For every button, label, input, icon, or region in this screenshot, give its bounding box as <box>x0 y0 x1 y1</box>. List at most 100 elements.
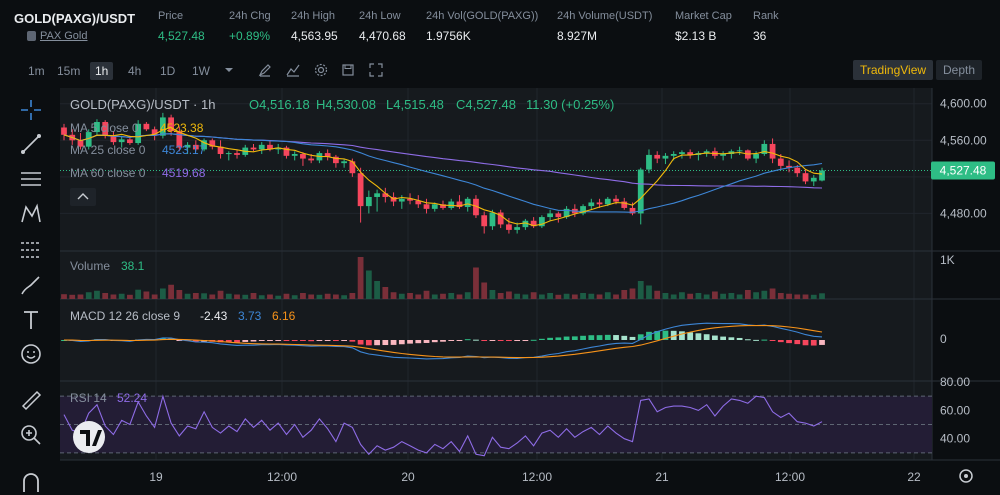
macd-histogram-bar <box>744 339 751 341</box>
rsi-label: RSI 14 <box>70 391 107 405</box>
rsi-line <box>63 394 823 457</box>
macd-histogram-bar <box>555 337 562 340</box>
horizontal-lines-icon[interactable] <box>19 167 43 191</box>
fibonacci-icon[interactable] <box>19 238 43 262</box>
volume-bar <box>390 292 397 299</box>
legend-open: O4,516.18 <box>249 97 310 112</box>
save-layout-icon[interactable] <box>341 63 355 77</box>
chart-settings-icon[interactable] <box>959 469 973 483</box>
timeframe-1m[interactable]: 1m <box>28 64 45 78</box>
candle <box>580 206 586 214</box>
candle <box>110 135 117 143</box>
macd-histogram-bar <box>481 340 488 341</box>
rsi-tick-label: 40.00 <box>940 432 970 446</box>
macd-histogram-bar <box>225 340 232 343</box>
time-tick-label: 21 <box>655 470 669 484</box>
indicator-icon[interactable] <box>286 63 300 77</box>
pattern-icon[interactable] <box>19 202 43 226</box>
trendline-icon[interactable] <box>19 132 43 156</box>
candle <box>786 165 792 168</box>
zoom-in-icon[interactable] <box>19 423 43 447</box>
macd-histogram-bar <box>506 340 512 341</box>
volume-bar <box>291 295 298 299</box>
ma60-label: MA 60 close 0 <box>70 166 146 180</box>
macd-histogram-bar <box>440 340 446 342</box>
volume-bar <box>514 293 521 299</box>
brush-icon[interactable] <box>19 273 43 297</box>
candle <box>522 220 529 228</box>
candle <box>398 198 405 202</box>
timeframe-1h[interactable]: 1h <box>90 62 114 80</box>
pair-title[interactable]: GOLD(PAXG)/USDT <box>14 11 136 26</box>
candle <box>810 177 817 182</box>
crosshair-icon[interactable] <box>19 98 43 122</box>
macd-line <box>63 322 823 360</box>
candle <box>440 204 446 208</box>
magnet-icon[interactable] <box>19 470 43 494</box>
volume-bar <box>308 294 315 299</box>
macd-histogram-bar <box>613 335 619 340</box>
candle <box>456 201 463 208</box>
timeframe-4h[interactable]: 4h <box>128 64 142 78</box>
candle <box>234 153 240 155</box>
candle <box>135 123 142 144</box>
volume-bar <box>728 293 735 299</box>
volume-bar <box>802 294 809 299</box>
candle <box>176 131 183 148</box>
time-tick-label: 22 <box>907 470 921 484</box>
candle <box>596 202 603 205</box>
volume-bar <box>407 293 413 299</box>
volume-bar <box>481 282 488 299</box>
time-tick-label: 19 <box>149 470 163 484</box>
candle <box>497 212 504 225</box>
last-price-text: 4,527.48 <box>940 163 987 177</box>
candle <box>506 224 512 230</box>
macd-histogram-bar <box>753 339 759 341</box>
macd-histogram-bar <box>258 340 265 341</box>
macd-histogram-bar <box>728 337 735 340</box>
candle <box>143 123 150 130</box>
text-tool-icon[interactable] <box>19 308 43 332</box>
fullscreen-icon[interactable] <box>369 63 383 77</box>
macd-histogram-bar <box>720 336 727 340</box>
volume-bar <box>61 294 67 299</box>
candle <box>300 154 306 159</box>
tradingview-button[interactable]: TradingView <box>853 60 934 80</box>
macd-histogram-bar <box>810 340 817 346</box>
macd-histogram-bar <box>497 340 504 341</box>
volume-bar <box>464 292 471 299</box>
ma5-label: MA 5 close 0 <box>70 121 139 135</box>
macd-histogram-bar <box>415 340 422 344</box>
collapse-legend-button[interactable] <box>70 188 96 206</box>
ruler-icon[interactable] <box>19 388 43 412</box>
candle <box>61 127 67 135</box>
macd-histogram-bar <box>637 334 644 340</box>
volume-bar <box>753 292 759 299</box>
volume-bar <box>316 294 323 299</box>
depth-button[interactable]: Depth <box>936 60 983 80</box>
settings-gear-icon[interactable] <box>314 63 328 77</box>
macd-histogram-bar <box>423 340 430 343</box>
macd-histogram-bar <box>662 330 669 340</box>
candle <box>333 156 339 164</box>
time-tick-label: 12:00 <box>522 470 552 484</box>
timeframe-15m[interactable]: 15m <box>57 64 81 78</box>
macd-histogram-bar <box>431 340 438 343</box>
macd-histogram-bar <box>588 335 595 340</box>
candle <box>687 152 694 155</box>
emoji-icon[interactable] <box>19 342 43 366</box>
volume-bar <box>637 281 644 299</box>
draw-pen-icon[interactable] <box>258 63 272 77</box>
volume-bar <box>695 293 702 299</box>
coin-name-link[interactable]: PAX Gold <box>40 30 88 42</box>
volume-bar <box>184 293 191 299</box>
volume-bar <box>168 284 174 299</box>
volume-bar <box>349 293 356 299</box>
rsi-tick-label: 80.00 <box>940 375 970 389</box>
timeframe-1d[interactable]: 1D <box>160 64 176 78</box>
timeframe-1w[interactable]: 1W <box>192 64 210 78</box>
volume-series <box>61 257 825 299</box>
timeframe-dropdown-icon[interactable] <box>222 63 236 77</box>
candle <box>431 204 438 209</box>
